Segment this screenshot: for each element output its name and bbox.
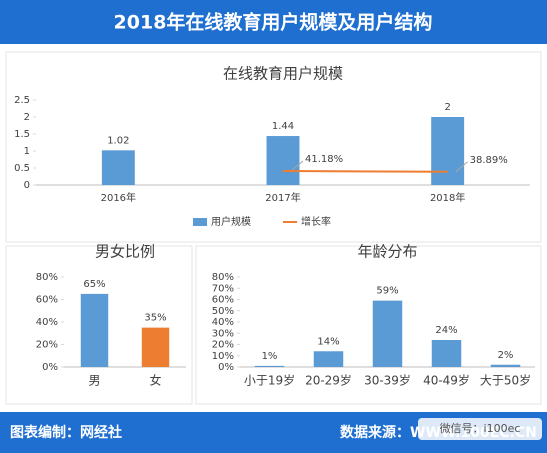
bar xyxy=(254,365,285,367)
x-tick-label: 男 xyxy=(88,374,100,388)
legend-label: 增长率 xyxy=(301,215,331,228)
bar xyxy=(141,327,170,367)
panel xyxy=(195,245,542,405)
value-label: 65% xyxy=(83,279,105,290)
wechat: 微信号：i100ec xyxy=(440,421,521,435)
wechat-badge xyxy=(418,418,542,440)
x-tick-label: 40-49岁 xyxy=(423,373,470,388)
y-tick-label: 0.5 xyxy=(14,163,30,174)
y-tick-label: 60% xyxy=(212,295,234,306)
y-tick-label: 80% xyxy=(212,272,234,283)
bar xyxy=(490,364,521,367)
value-label: 38.89% xyxy=(470,155,508,166)
y-tick-label: 10% xyxy=(212,351,234,362)
y-tick-label: 0 xyxy=(24,180,30,191)
x-tick-label: 20-29岁 xyxy=(305,373,352,388)
x-tick-label: 2016年 xyxy=(101,191,136,204)
value-label: 24% xyxy=(435,325,457,336)
y-tick-label: 70% xyxy=(212,283,234,294)
chart-title: 在线教育用户规模 xyxy=(223,65,343,83)
panel xyxy=(5,245,193,405)
page-title: 2018年在线教育用户规模及用户结构 xyxy=(114,11,433,34)
x-tick-label: 女 xyxy=(149,373,161,388)
value-label: 2% xyxy=(498,350,514,361)
y-tick-label: 20% xyxy=(36,340,58,351)
y-tick-label: 0% xyxy=(42,362,58,373)
line xyxy=(282,169,448,173)
y-tick-label: 2 xyxy=(24,112,30,123)
y-tick-label: 60% xyxy=(36,295,58,306)
y-tick-label: 1 xyxy=(24,146,30,157)
chart-title: 男女比例 xyxy=(95,243,155,261)
bar xyxy=(313,351,344,367)
chart-title: 年龄分布 xyxy=(357,243,417,261)
bar xyxy=(431,340,462,367)
x-tick-label: 30-39岁 xyxy=(364,373,411,388)
x-tick-label: 小于19岁 xyxy=(244,373,295,388)
bar xyxy=(431,117,465,185)
x-tick-label: 2017年 xyxy=(265,191,300,204)
header-bar xyxy=(0,0,547,44)
value-label: 1.02 xyxy=(107,135,129,146)
x-tick-label: 大于50岁 xyxy=(480,373,531,388)
y-tick-label: 40% xyxy=(36,317,58,328)
value-label: 35% xyxy=(144,313,166,324)
value-label: 14% xyxy=(317,336,339,347)
legend-label: 用户规模 xyxy=(211,215,251,228)
value-label: 2 xyxy=(444,102,450,113)
panel xyxy=(5,51,542,243)
legend-swatch xyxy=(193,218,207,226)
y-tick-label: 80% xyxy=(36,272,58,283)
bar xyxy=(372,300,403,367)
y-tick-label: 40% xyxy=(212,317,234,328)
bar xyxy=(266,136,300,185)
value-label: 59% xyxy=(376,286,398,297)
bar xyxy=(101,150,135,185)
x-tick-label: 2018年 xyxy=(430,191,465,204)
y-tick-label: 20% xyxy=(212,340,234,351)
y-tick-label: 30% xyxy=(212,328,234,339)
leader-line xyxy=(290,160,304,172)
bar xyxy=(80,293,109,367)
y-tick-label: 2.5 xyxy=(14,95,30,106)
y-tick-label: 50% xyxy=(212,306,234,317)
value-label: 41.18% xyxy=(305,154,343,165)
value-label: 1% xyxy=(262,351,278,362)
y-tick-label: 0% xyxy=(218,362,234,373)
footer-left: 图表编制：网经社 xyxy=(10,424,122,441)
y-tick-label: 1.5 xyxy=(14,129,30,140)
leader-line xyxy=(455,161,468,173)
value-label: 1.44 xyxy=(272,121,294,132)
